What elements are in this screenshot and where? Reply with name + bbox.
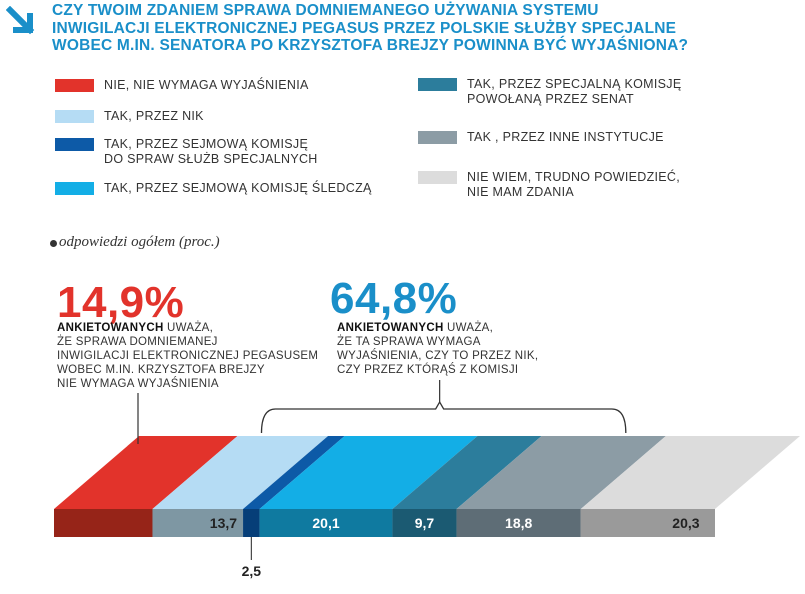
callout-right-line: ŻE TA SPRAWA WYMAGA (337, 336, 481, 348)
legend-label: TAK , PRZEZ INNE INSTYTUCJE (467, 130, 664, 144)
legend-label: NIE MAM ZDANIA (467, 185, 574, 199)
data-label: 20,3 (672, 515, 699, 531)
legend-label: DO SPRAW SŁUŻB SPECJALNYCH (104, 152, 318, 166)
callout-left-text: ANKIETOWANYCH UWAŻA, ŻE SPRAWA DOMNIEMAN… (57, 321, 318, 391)
callout-left-line: INWIGILACJI ELEKTRONICZNEJ PEGASUSEM (57, 350, 319, 362)
data-label: 9,7 (415, 515, 435, 531)
legend-item-nie: NIE, NIE WYMAGA WYJAŚNIENIA (55, 78, 309, 93)
bar-segment-front (580, 509, 715, 537)
chart-subtitle: odpowiedzi ogółem (proc.) (59, 234, 220, 250)
legend-label: NIE, NIE WYMAGA WYJAŚNIENIA (104, 78, 309, 92)
legend-item-komisja-sledcza: TAK, PRZEZ SEJMOWĄ KOMISJĘ ŚLEDCZĄ (55, 181, 372, 196)
bar-segment-top (243, 436, 345, 509)
legend-label: TAK, PRZEZ SEJMOWĄ KOMISJĘ ŚLEDCZĄ (104, 181, 372, 195)
legend-item-nie-wiem: NIE WIEM, TRUDNO POWIEDZIEĆ, NIE MAM ZDA… (418, 170, 680, 200)
legend-swatch (55, 138, 94, 151)
legend-swatch (418, 171, 457, 184)
callout-left-line: ŻE SPRAWA DOMNIEMANEJ (57, 336, 218, 348)
legend-swatch (55, 110, 94, 123)
legend-label: POWOŁANĄ PRZEZ SENAT (467, 92, 634, 106)
legend-swatch (418, 78, 457, 91)
callout-left-bold: ANKIETOWANYCH (57, 322, 164, 334)
data-label: 13,7 (210, 515, 237, 531)
bar-segment-top (152, 436, 329, 509)
callout-right-value: 64,8% (330, 274, 458, 323)
callout-right-rest: UWAŻA, (443, 322, 494, 334)
title-line: CZY TWOIM ZDANIEM SPRAWA DOMNIEMANEGO UŻ… (52, 2, 599, 19)
legend-swatch (55, 182, 94, 195)
callout-left-rest: UWAŻA, (163, 322, 214, 334)
bar-segment-top (259, 436, 478, 509)
legend-swatch (55, 79, 94, 92)
legend-label: TAK, PRZEZ SEJMOWĄ KOMISJĘ (104, 137, 309, 151)
bar-segment-top (54, 436, 238, 509)
arrow-icon (6, 6, 35, 35)
legend-item-komisja-senat: TAK, PRZEZ SPECJALNĄ KOMISJĘ POWOŁANĄ PR… (418, 77, 681, 107)
bar-segment-front (392, 509, 457, 537)
callout-left-line: NIE WYMAGA WYJAŚNIENIA (57, 378, 219, 390)
data-label: 18,8 (505, 515, 532, 531)
title-line: WOBEC M.IN. SENATORA PO KRZYSZTOFA BREJZ… (52, 37, 689, 54)
group-bracket (260, 400, 627, 434)
data-label: 20,1 (312, 515, 339, 531)
callout-right-bold: ANKIETOWANYCH (337, 322, 444, 334)
callout-right-text: ANKIETOWANYCH UWAŻA, ŻE TA SPRAWA WYMAGA… (337, 321, 538, 377)
legend-item-inne: TAK , PRZEZ INNE INSTYTUCJE (418, 130, 664, 145)
bar-segment-top (580, 436, 800, 509)
bar-segment-front (456, 509, 581, 537)
legend-item-nik: TAK, PRZEZ NIK (55, 109, 204, 124)
bar-segment-front (54, 509, 153, 537)
bar-edge-mask (715, 435, 805, 509)
bar-segment-front (259, 509, 393, 537)
data-label: 2,5 (242, 563, 262, 579)
bar-segment-top (456, 436, 666, 509)
callout-right-line: WYJAŚNIENIA, CZY TO PRZEZ NIK, (337, 350, 539, 362)
title-line: INWIGILACJI ELEKTRONICZNEJ PEGASUS PRZEZ… (52, 19, 677, 37)
legend-swatch (418, 131, 457, 144)
bar-segment-front (152, 509, 244, 537)
callout-right-line: CZY PRZEZ KTÓRĄŚ Z KOMISJI (337, 364, 519, 376)
legend-label: TAK, PRZEZ NIK (104, 109, 204, 123)
legend-label: TAK, PRZEZ SPECJALNĄ KOMISJĘ (467, 77, 682, 91)
callout-left-value: 14,9% (57, 278, 185, 327)
legend-label: NIE WIEM, TRUDNO POWIEDZIEĆ, (467, 170, 681, 184)
legend-item-komisja-sluzb: TAK, PRZEZ SEJMOWĄ KOMISJĘ DO SPRAW SŁUŻ… (55, 137, 318, 167)
callout-left-line: WOBEC M.IN. KRZYSZTOFA BREJZY (57, 364, 265, 376)
bar-segment-front (243, 509, 260, 537)
chart-title: CZY TWOIM ZDANIEM SPRAWA DOMNIEMANEGO UŻ… (52, 2, 792, 55)
bar-segment-top (392, 436, 542, 509)
bullet-icon (50, 240, 57, 247)
